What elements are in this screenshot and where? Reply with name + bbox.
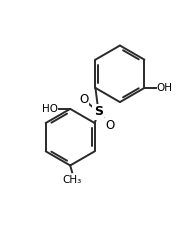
Text: CH₃: CH₃	[63, 175, 82, 185]
Text: HO: HO	[42, 104, 58, 114]
Text: O: O	[79, 93, 89, 106]
Text: O: O	[105, 119, 114, 132]
Text: S: S	[94, 105, 103, 118]
Text: OH: OH	[157, 83, 173, 93]
